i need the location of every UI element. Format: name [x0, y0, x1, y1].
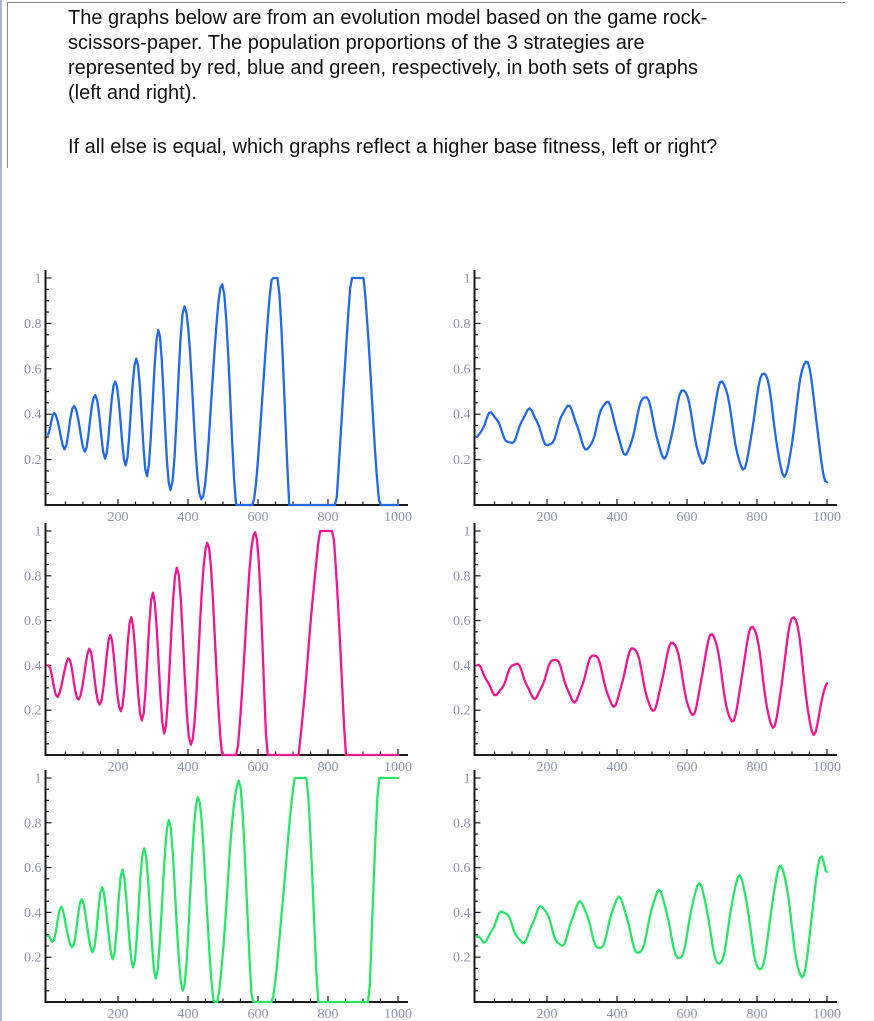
y-tick-label: 0.8: [453, 816, 471, 831]
x-tick-label: 400: [178, 760, 199, 775]
plot-green-left: 200 400 600 800 1000 0.2 0.4 0.6 0.8 1: [24, 770, 412, 1021]
y-tick-label: 0.6: [24, 614, 42, 629]
x-tick-label: 1000: [384, 510, 412, 525]
y-tick-label: 0.2: [24, 704, 42, 719]
question-line: represented by red, blue and green, resp…: [68, 57, 699, 79]
x-tick-label: 800: [318, 760, 339, 775]
x-tick-label: 800: [747, 510, 768, 525]
plot-magenta-left: 200 400 600 800 1000 0.2 0.4 0.6 0.8 1: [24, 523, 412, 775]
x-tick-label: 800: [747, 760, 768, 775]
y-tick-label: 1: [35, 772, 42, 787]
x-tick-label: 1000: [813, 510, 841, 525]
x-tick-label: 400: [178, 1007, 199, 1021]
y-tick-label: 0.6: [453, 362, 471, 377]
curve-blue-right: [475, 360, 829, 484]
plot-green-right: 200 400 600 800 1000 0.2 0.4 0.6 0.8 1: [453, 770, 841, 1021]
y-tick-label: 1: [464, 772, 471, 787]
y-tick-label: 0.4: [24, 659, 42, 674]
x-tick-label: 800: [318, 510, 339, 525]
content-frame-top-border: [7, 2, 845, 3]
x-tick-label: 600: [248, 1007, 269, 1021]
question-line: (left and right).: [68, 82, 197, 104]
curve-blue-left: [46, 276, 400, 507]
x-tick-label: 1000: [384, 760, 412, 775]
x-tick-label: 400: [607, 1007, 628, 1021]
x-tick-label: 600: [677, 510, 698, 525]
x-tick-label: 200: [108, 760, 129, 775]
y-tick-label: 0.2: [24, 453, 42, 468]
x-tick-label: 1000: [813, 760, 841, 775]
x-tick-label: 600: [248, 510, 269, 525]
y-tick-label: 0.2: [453, 704, 471, 719]
x-tick-label: 200: [537, 510, 558, 525]
question-prompt: If all else is equal, which graphs refle…: [68, 136, 718, 158]
y-tick-label: 0.8: [24, 569, 42, 584]
question-text: The graphs below are from an evolution m…: [68, 6, 717, 160]
y-tick-label: 0.2: [453, 951, 471, 966]
x-tick-label: 200: [108, 510, 129, 525]
x-tick-label: 200: [108, 1007, 129, 1021]
x-tick-label: 1000: [384, 1007, 412, 1021]
y-tick-label: 0.6: [453, 861, 471, 876]
y-tick-label: 1: [35, 272, 42, 287]
y-tick-label: 0.6: [24, 861, 42, 876]
y-tick-label: 0.8: [24, 317, 42, 332]
y-tick-label: 0.2: [24, 951, 42, 966]
x-tick-label: 800: [747, 1007, 768, 1021]
question-line: The graphs below are from an evolution m…: [68, 7, 708, 29]
y-tick-label: 0.8: [453, 317, 471, 332]
plot-blue-left: 200 400 600 800 1000 0.2 0.4 0.6 0.8 1: [24, 270, 412, 525]
plot-blue-right: 200 400 600 800 1000 0.2 0.4 0.6 0.8 1: [453, 270, 841, 525]
content-frame-left-border: [7, 2, 8, 168]
x-tick-label: 200: [537, 760, 558, 775]
y-tick-label: 0.2: [453, 453, 471, 468]
y-tick-label: 0.6: [453, 614, 471, 629]
curve-magenta-right: [475, 616, 829, 737]
y-tick-label: 0.4: [453, 408, 471, 423]
y-tick-label: 0.4: [453, 906, 471, 921]
curve-green-right: [475, 855, 829, 979]
x-tick-label: 400: [607, 760, 628, 775]
y-tick-label: 1: [35, 525, 42, 540]
x-tick-label: 800: [318, 1007, 339, 1021]
y-tick-label: 0.4: [24, 408, 42, 423]
y-tick-label: 0.8: [24, 816, 42, 831]
y-tick-label: 1: [464, 525, 471, 540]
curve-magenta-left: [46, 529, 400, 757]
curve-green-left: [46, 776, 400, 1004]
question-line: scissors-paper. The population proportio…: [68, 32, 645, 54]
x-tick-label: 400: [607, 510, 628, 525]
x-tick-label: 600: [248, 760, 269, 775]
page-left-edge: [0, 0, 2, 1021]
y-tick-label: 1: [464, 272, 471, 287]
x-tick-label: 1000: [813, 1007, 841, 1021]
x-tick-label: 600: [677, 760, 698, 775]
x-tick-label: 400: [178, 510, 199, 525]
y-tick-label: 0.8: [453, 569, 471, 584]
plot-magenta-right: 200 400 600 800 1000 0.2 0.4 0.6 0.8 1: [453, 523, 841, 775]
y-tick-label: 0.4: [24, 906, 42, 921]
x-tick-label: 200: [537, 1007, 558, 1021]
y-tick-label: 0.4: [453, 659, 471, 674]
y-tick-label: 0.6: [24, 362, 42, 377]
x-tick-label: 600: [677, 1007, 698, 1021]
